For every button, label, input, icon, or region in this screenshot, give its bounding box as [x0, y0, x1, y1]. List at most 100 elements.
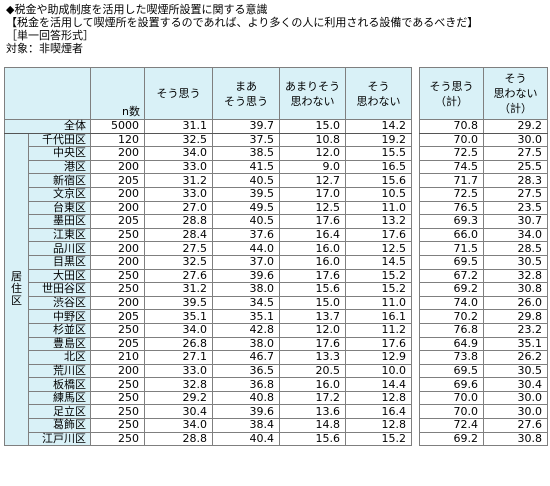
- cell-value: 12.8: [345, 390, 412, 406]
- cell-value: 15.2: [345, 268, 412, 284]
- cell-summary: 35.1: [483, 336, 548, 352]
- cell-value: 15.2: [345, 282, 412, 297]
- cell-value: 12.0: [279, 146, 346, 161]
- cell-value: 19.2: [345, 132, 412, 148]
- cell-summary: 29.8: [483, 309, 548, 324]
- cell-n: 200: [90, 159, 145, 175]
- cell-n: 250: [90, 418, 145, 433]
- cell-value: 15.6: [279, 282, 346, 297]
- cell-n: 250: [90, 404, 145, 420]
- summary-row-total: 70.8 29.2: [419, 119, 548, 134]
- cell-summary: 30.5: [483, 363, 548, 379]
- cell-summary: 70.0: [419, 132, 484, 148]
- cell-summary: 30.4: [483, 377, 548, 392]
- summary-row: 69.2 30.8: [419, 282, 548, 297]
- cell-n: 200: [90, 200, 145, 216]
- corner-cell: [4, 67, 91, 120]
- table-row: 居住区千代田区 120 32.5 37.5 10.8 19.2: [4, 132, 412, 447]
- cell-value: 26.8: [144, 336, 213, 352]
- table-row: 中央区 200 34.0 38.5 12.0 15.5: [5, 146, 412, 161]
- cell-summary: 27.5: [483, 186, 548, 202]
- summary-row: 74.0 26.0: [419, 295, 548, 311]
- cell-value: 31.1: [144, 119, 213, 134]
- cell-n: 250: [90, 390, 145, 406]
- cell-summary: 71.5: [419, 241, 484, 256]
- row-label: 大田区: [28, 268, 91, 284]
- cell-summary: 30.7: [483, 214, 548, 229]
- cell-n: 210: [90, 350, 145, 365]
- cell-value: 44.0: [212, 241, 280, 256]
- table-row: 世田谷区 250 31.2 38.0 15.6 15.2: [5, 282, 412, 297]
- cell-value: 33.0: [144, 363, 213, 379]
- cell-value: 15.2: [345, 431, 412, 447]
- cell-value: 17.6: [345, 336, 412, 352]
- cell-summary: 26.0: [483, 295, 548, 311]
- summary-row: 69.3 30.7: [419, 214, 548, 229]
- row-label: 目黒区: [28, 254, 91, 270]
- main-results-table: n数 そう思う まあ そう思う あまりそう 思わない そう 思わない 全体 5000 …: [4, 67, 412, 447]
- table-row: 墨田区 205 28.8 40.5 17.6 13.2: [5, 214, 412, 229]
- cell-value: 35.1: [144, 309, 213, 324]
- table-row: 豊島区 205 26.8 38.0 17.6 17.6: [5, 336, 412, 352]
- row-label: 品川区: [28, 241, 91, 256]
- answer-format-line: ［単一回答形式］: [6, 29, 94, 42]
- cell-summary: 29.2: [483, 119, 548, 134]
- table-row: 江東区 250 28.4 37.6 16.4 17.6: [5, 227, 412, 243]
- cell-value: 28.8: [144, 214, 213, 229]
- cell-value: 17.6: [345, 227, 412, 243]
- row-label: 中野区: [28, 309, 91, 324]
- cell-summary: 69.3: [419, 214, 484, 229]
- cell-summary: 70.8: [419, 119, 484, 134]
- cell-n: 200: [90, 241, 145, 256]
- cell-value: 34.0: [144, 418, 213, 433]
- cell-value: 39.6: [212, 268, 280, 284]
- cell-summary: 23.5: [483, 200, 548, 216]
- cell-value: 14.4: [345, 377, 412, 392]
- row-label: 渋谷区: [28, 295, 91, 311]
- cell-summary: 72.4: [419, 418, 484, 433]
- cell-n: 205: [90, 173, 145, 188]
- cell-value: 35.1: [212, 309, 280, 324]
- cell-value: 40.4: [212, 431, 280, 447]
- row-label: 千代田区: [28, 132, 91, 148]
- cell-value: 30.4: [144, 404, 213, 420]
- summary-row: 70.2 29.8: [419, 309, 548, 324]
- cell-value: 32.5: [144, 132, 213, 148]
- row-label: 全体: [4, 119, 91, 134]
- col-header-agree: そう思う: [144, 67, 213, 120]
- cell-value: 17.2: [279, 390, 346, 406]
- cell-value: 32.8: [144, 377, 213, 392]
- cell-n: 205: [90, 214, 145, 229]
- row-label: 豊島区: [28, 336, 91, 352]
- cell-value: 34.0: [144, 322, 213, 338]
- cell-summary: 76.5: [419, 200, 484, 216]
- cell-value: 16.4: [279, 227, 346, 243]
- row-label: 墨田区: [28, 214, 91, 229]
- cell-value: 17.6: [279, 268, 346, 284]
- summary-table: そう思う （計） そう 思わない （計） 70.8 29.2 70.0 30.0 72.5…: [419, 67, 548, 447]
- summary-row: 76.5 23.5: [419, 200, 548, 216]
- cell-n: 200: [90, 186, 145, 202]
- cell-value: 41.5: [212, 159, 280, 175]
- col-header-somewhat-agree: まあ そう思う: [212, 67, 280, 120]
- summary-row: 70.0 30.0: [419, 390, 548, 406]
- row-label: 北区: [28, 350, 91, 365]
- cell-value: 46.7: [212, 350, 280, 365]
- row-label: 足立区: [28, 404, 91, 420]
- cell-summary: 70.0: [419, 404, 484, 420]
- summary-row: 71.5 28.5: [419, 241, 548, 256]
- cell-n: 250: [90, 377, 145, 392]
- col-header-somewhat-disagree: あまりそう 思わない: [279, 67, 346, 120]
- cell-summary: 71.7: [419, 173, 484, 188]
- cell-value: 16.1: [345, 309, 412, 324]
- cell-value: 11.2: [345, 322, 412, 338]
- cell-n: 5000: [90, 119, 145, 134]
- cell-summary: 70.0: [419, 390, 484, 406]
- cell-n: 200: [90, 295, 145, 311]
- table-row: 目黒区 200 32.5 37.0 16.0 14.5: [5, 254, 412, 270]
- cell-value: 27.0: [144, 200, 213, 216]
- cell-value: 16.4: [345, 404, 412, 420]
- cell-value: 42.8: [212, 322, 280, 338]
- cell-summary: 74.0: [419, 295, 484, 311]
- cell-n: 200: [90, 146, 145, 161]
